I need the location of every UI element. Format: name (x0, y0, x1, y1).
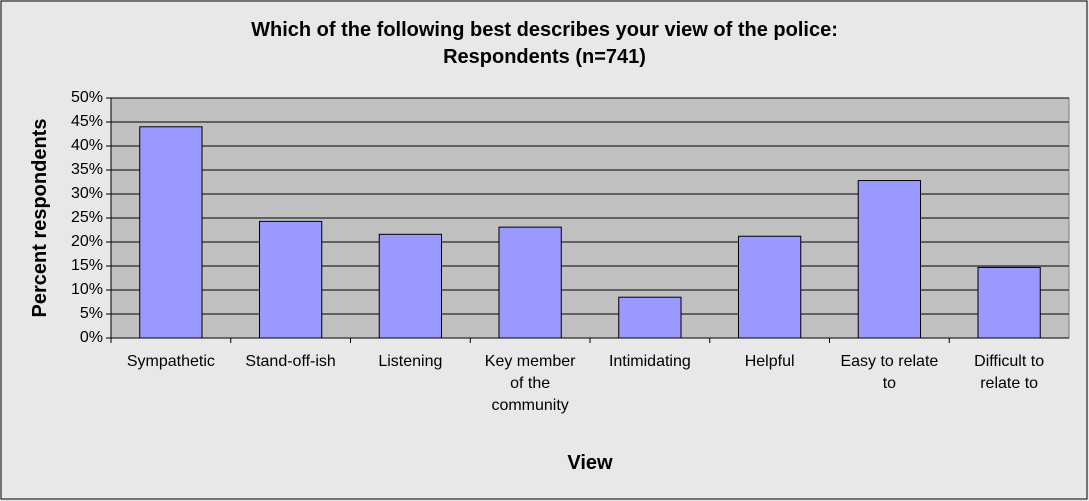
y-tick-label: 15% (70, 257, 103, 274)
y-tick-label: 35% (70, 161, 103, 178)
bar (378, 233, 443, 339)
bar (977, 266, 1041, 339)
y-tick-label: 45% (70, 113, 103, 130)
x-axis-label: View (567, 452, 613, 474)
chart-subtitle: Respondents (n=741) (443, 46, 646, 68)
x-tick-label: Listening (378, 353, 443, 370)
x-tick-label: Difficult to relate to (974, 353, 1045, 392)
y-tick-label: 40% (70, 137, 103, 154)
bar (139, 126, 203, 339)
y-tick-label: 30% (70, 185, 103, 202)
x-tick-label: Key member of the community (484, 353, 576, 414)
x-tick-label: Helpful (744, 353, 795, 370)
y-tick-label: 5% (79, 305, 103, 322)
bar (498, 226, 562, 339)
x-tick-label: Easy to relate to (840, 353, 939, 392)
x-tick-label: Intimidating (608, 353, 691, 370)
bar (737, 235, 802, 339)
y-axis-label: Percent respondents (29, 118, 51, 318)
y-tick-label: 25% (70, 209, 103, 226)
x-tick-label: Sympathetic (126, 353, 215, 370)
y-tick-label: 50% (70, 89, 103, 106)
bar (258, 220, 323, 339)
bar (618, 296, 682, 339)
y-tick-label: 20% (70, 233, 103, 250)
y-tick-label: 0% (79, 329, 103, 346)
chart-title: Which of the following best describes yo… (251, 19, 838, 41)
x-tick-label: Stand-off-ish (245, 353, 336, 370)
bar (857, 180, 922, 339)
y-tick-label: 10% (70, 281, 103, 298)
